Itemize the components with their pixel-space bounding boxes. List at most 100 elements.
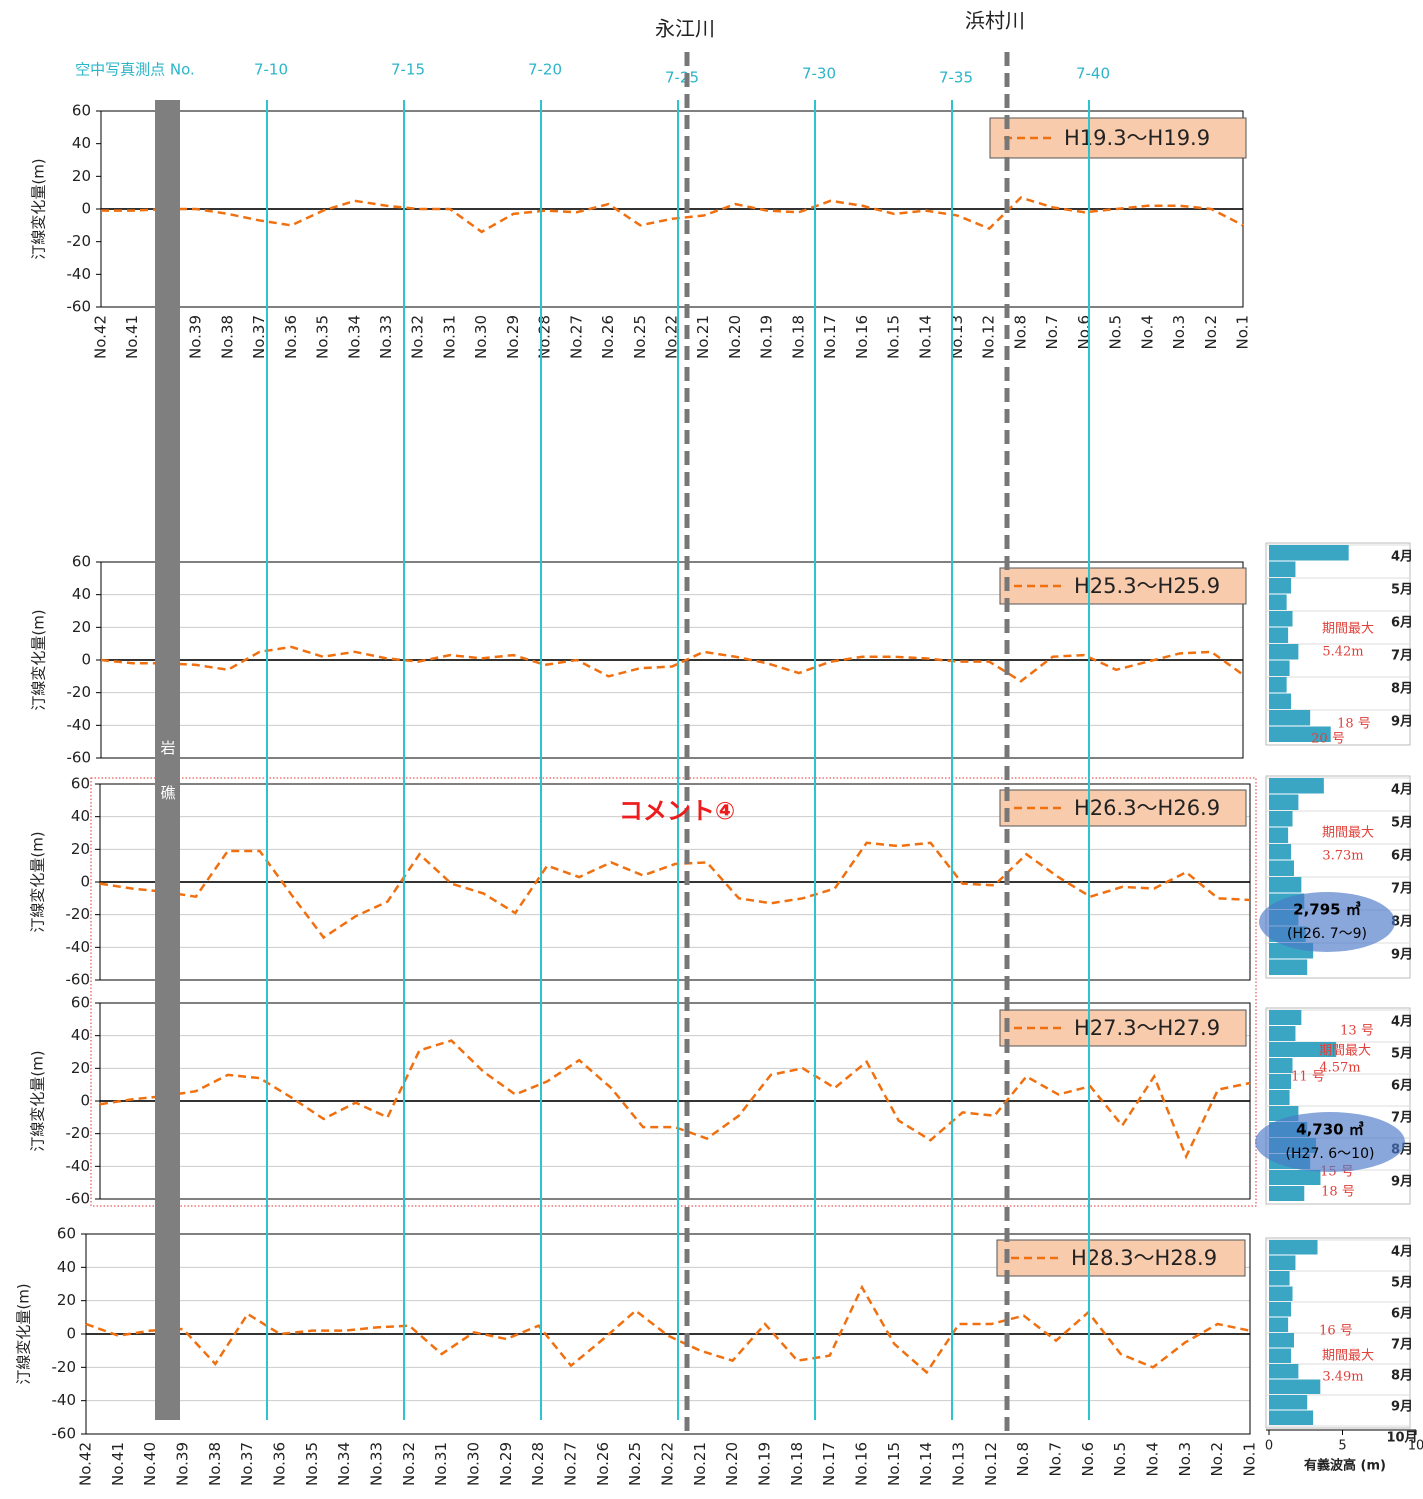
x-tick-label: No.39 — [174, 1442, 192, 1486]
x-tick-label: No.15 — [885, 315, 903, 359]
x-tick-label: No.22 — [663, 315, 681, 359]
wave-bar — [1269, 1333, 1294, 1348]
annotation: 13 号 — [1340, 1024, 1374, 1039]
month-label: 4月 — [1391, 550, 1413, 565]
station-label: 7-10 — [254, 61, 288, 79]
x-tick-label: No.4 — [1138, 315, 1156, 349]
x-tick-label: No.2 — [1208, 1442, 1226, 1476]
wave-bar — [1269, 1348, 1292, 1363]
x-tick-label: No.35 — [314, 315, 332, 359]
x-tick-label: No.30 — [472, 315, 490, 359]
y-tick-label: 0 — [81, 651, 91, 669]
wave-bar — [1269, 1090, 1290, 1105]
plot-frame — [99, 783, 1251, 981]
wave-bar — [1269, 677, 1287, 693]
data-line — [99, 1039, 1251, 1160]
wave-bar — [1269, 1364, 1299, 1379]
y-axis-label: 汀線変化量(m) — [30, 158, 48, 259]
x-tick-label: No.26 — [594, 1442, 612, 1486]
x-tick-label: No.3 — [1170, 315, 1188, 349]
y-tick-label: 40 — [72, 585, 91, 603]
rock-label: 岩礁 — [159, 740, 177, 830]
annotation: 18 号 — [1337, 717, 1371, 732]
comment-label: コメント④ — [619, 797, 735, 825]
y-tick-label: -20 — [66, 905, 91, 923]
x-tick-label: No.13 — [948, 315, 966, 359]
annotation: 3.73m — [1322, 849, 1363, 864]
y-axis-label: 汀線変化量(m) — [15, 1283, 33, 1384]
data-line — [99, 841, 1251, 940]
x-tick-label: No.34 — [335, 1442, 353, 1486]
x-tick-label: No.8 — [1011, 315, 1029, 349]
x-tick-label: No.31 — [432, 1442, 450, 1486]
annotation: 期間最大 — [1322, 1349, 1374, 1364]
x-tick-label: No.16 — [853, 315, 871, 359]
y-axis-label: 汀線変化量(m) — [29, 831, 47, 932]
wave-bar — [1269, 877, 1302, 893]
legend-label: H25.3～H25.9 — [1074, 574, 1220, 598]
x-tick-label: No.16 — [853, 1442, 871, 1486]
y-tick-label: -20 — [66, 1124, 91, 1142]
station-label: 7-25 — [665, 69, 699, 87]
legend-label: H27.3～H27.9 — [1074, 1016, 1220, 1040]
wave-bar — [1269, 1286, 1293, 1301]
y-tick-label: -60 — [52, 1425, 77, 1443]
y-tick-label: 20 — [72, 618, 91, 636]
x-tick-label: No.17 — [820, 1442, 838, 1486]
x-tick-label: No.35 — [303, 1442, 321, 1486]
annotation: 20 号 — [1311, 732, 1345, 747]
x-tick-label: No.37 — [238, 1442, 256, 1486]
wave-bar — [1269, 660, 1290, 676]
x-tick-label: No.41 — [123, 315, 141, 359]
rock-bar — [155, 100, 180, 1420]
legend-label: H19.3～H19.9 — [1064, 126, 1210, 150]
annotation: 期間最大 — [1322, 622, 1374, 637]
x-tick-label: No.27 — [567, 315, 585, 359]
x-tick-label: No.36 — [271, 1442, 289, 1486]
x-tick-label: No.20 — [726, 315, 744, 359]
station-label: 7-15 — [391, 61, 425, 79]
month-label: 5月 — [1391, 1047, 1413, 1062]
y-tick-label: 60 — [71, 775, 90, 793]
wave-bar — [1269, 594, 1287, 610]
x-tick-label: No.40 — [141, 1442, 159, 1486]
month-label: 9月 — [1391, 715, 1413, 730]
volume-label: 4,730 ㎥ — [1296, 1121, 1364, 1139]
y-tick-label: 40 — [72, 134, 91, 152]
month-label: 4月 — [1391, 1245, 1413, 1260]
x-tick-label: No.6 — [1079, 1442, 1097, 1476]
legend-label: H26.3～H26.9 — [1074, 796, 1220, 820]
y-tick-label: 20 — [71, 1059, 90, 1077]
x-tick-label: No.14 — [916, 315, 934, 359]
y-tick-label: -40 — [67, 265, 92, 283]
month-label: 10月 — [1386, 1431, 1417, 1446]
x-tick-label: No.1 — [1241, 1442, 1259, 1476]
x-tick-label: No.32 — [400, 1442, 418, 1486]
wave-bar — [1269, 1058, 1293, 1073]
month-label: 6月 — [1391, 1079, 1413, 1094]
y-tick-label: 60 — [71, 994, 90, 1012]
x-tick-label: No.4 — [1144, 1442, 1162, 1476]
x-tick-label: No.42 — [77, 1442, 95, 1486]
plot-frame — [99, 1002, 1251, 1200]
y-tick-label: -60 — [67, 298, 92, 316]
annotation: 期間最大 — [1319, 1044, 1371, 1059]
y-tick-label: -60 — [66, 971, 91, 989]
wave-bar — [1269, 844, 1292, 860]
station-label: 7-40 — [1076, 65, 1110, 83]
wave-bar — [1269, 561, 1296, 577]
x-tick-label: No.29 — [504, 315, 522, 359]
y-tick-label: 0 — [80, 1092, 90, 1110]
x-tick-label: No.13 — [950, 1442, 968, 1486]
wave-bar — [1269, 627, 1289, 643]
month-label: 9月 — [1391, 1175, 1413, 1190]
x-tick-label: No.17 — [821, 315, 839, 359]
x-tick-label: No.41 — [109, 1442, 127, 1486]
wave-bar — [1269, 827, 1289, 843]
station-label: 7-20 — [528, 61, 562, 79]
wave-bar — [1269, 1010, 1302, 1025]
x-tick-label: No.22 — [659, 1442, 677, 1486]
month-label: 7月 — [1391, 882, 1413, 897]
wave-bar — [1269, 778, 1324, 794]
month-label: 4月 — [1391, 783, 1413, 798]
